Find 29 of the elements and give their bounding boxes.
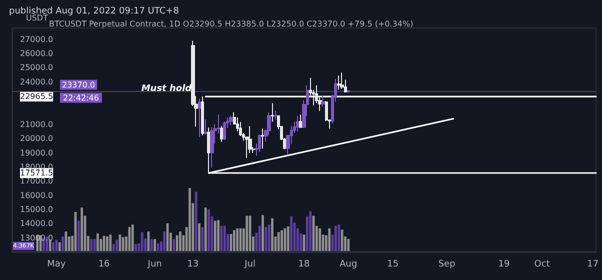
y-tick-label: 15000.0 bbox=[20, 204, 54, 214]
x-tick-label: 18 bbox=[298, 260, 310, 270]
x-tick-label: 13 bbox=[187, 260, 199, 270]
x-tick-label: Jul bbox=[244, 260, 256, 270]
chart-title: published Aug 01, 2022 09:17 UTC+8 bbox=[9, 6, 180, 16]
y-tick-label: 26000.0 bbox=[20, 49, 54, 58]
y-tick-label: 20000.0 bbox=[20, 134, 54, 144]
chart-subtitle: BTCUSDT Perpetual Contract, 1D O23290.5 H23385.0 L23250.0 C23370.0 +79.5 (+0.34%) bbox=[49, 20, 414, 28]
y-tick-label: 21000.0 bbox=[20, 120, 54, 129]
y-tick-label: 19000.0 bbox=[20, 148, 54, 158]
x-tick-label: 19 bbox=[498, 260, 510, 270]
y-tick-label: 22965.5 bbox=[20, 92, 54, 102]
x-tick-label: Sep bbox=[438, 260, 456, 270]
annotation: 22:42:46 bbox=[63, 93, 99, 102]
y-tick-label: 24000.0 bbox=[20, 77, 54, 86]
x-tick-label: Jun bbox=[146, 260, 162, 270]
y-tick-label: 16000.0 bbox=[20, 190, 54, 200]
x-tick-label: 16 bbox=[98, 260, 110, 270]
x-tick-label: 15 bbox=[387, 260, 399, 270]
y-tick-label: 25000.0 bbox=[20, 63, 54, 72]
x-tick-label: May bbox=[47, 260, 66, 270]
x-tick-label: Oct bbox=[534, 260, 550, 270]
x-tick-label: 17 bbox=[587, 260, 599, 270]
ref-line-label: 23370.0 bbox=[62, 80, 96, 90]
x-tick-label: Aug bbox=[340, 260, 358, 270]
y-axis-title: USDT bbox=[26, 14, 48, 22]
y-tick-label: 27000.0 bbox=[20, 34, 54, 44]
y-tick-label: 14000.0 bbox=[20, 219, 54, 228]
annotation: Must hold bbox=[141, 84, 192, 94]
